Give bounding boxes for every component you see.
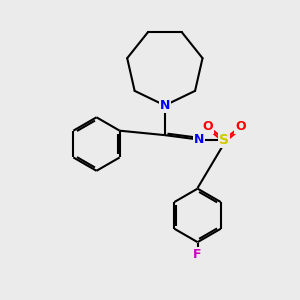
Text: N: N bbox=[194, 133, 204, 146]
Text: O: O bbox=[202, 120, 213, 133]
Text: O: O bbox=[235, 120, 246, 133]
Text: F: F bbox=[193, 248, 202, 261]
Text: S: S bbox=[219, 133, 229, 147]
Text: N: N bbox=[160, 99, 170, 112]
